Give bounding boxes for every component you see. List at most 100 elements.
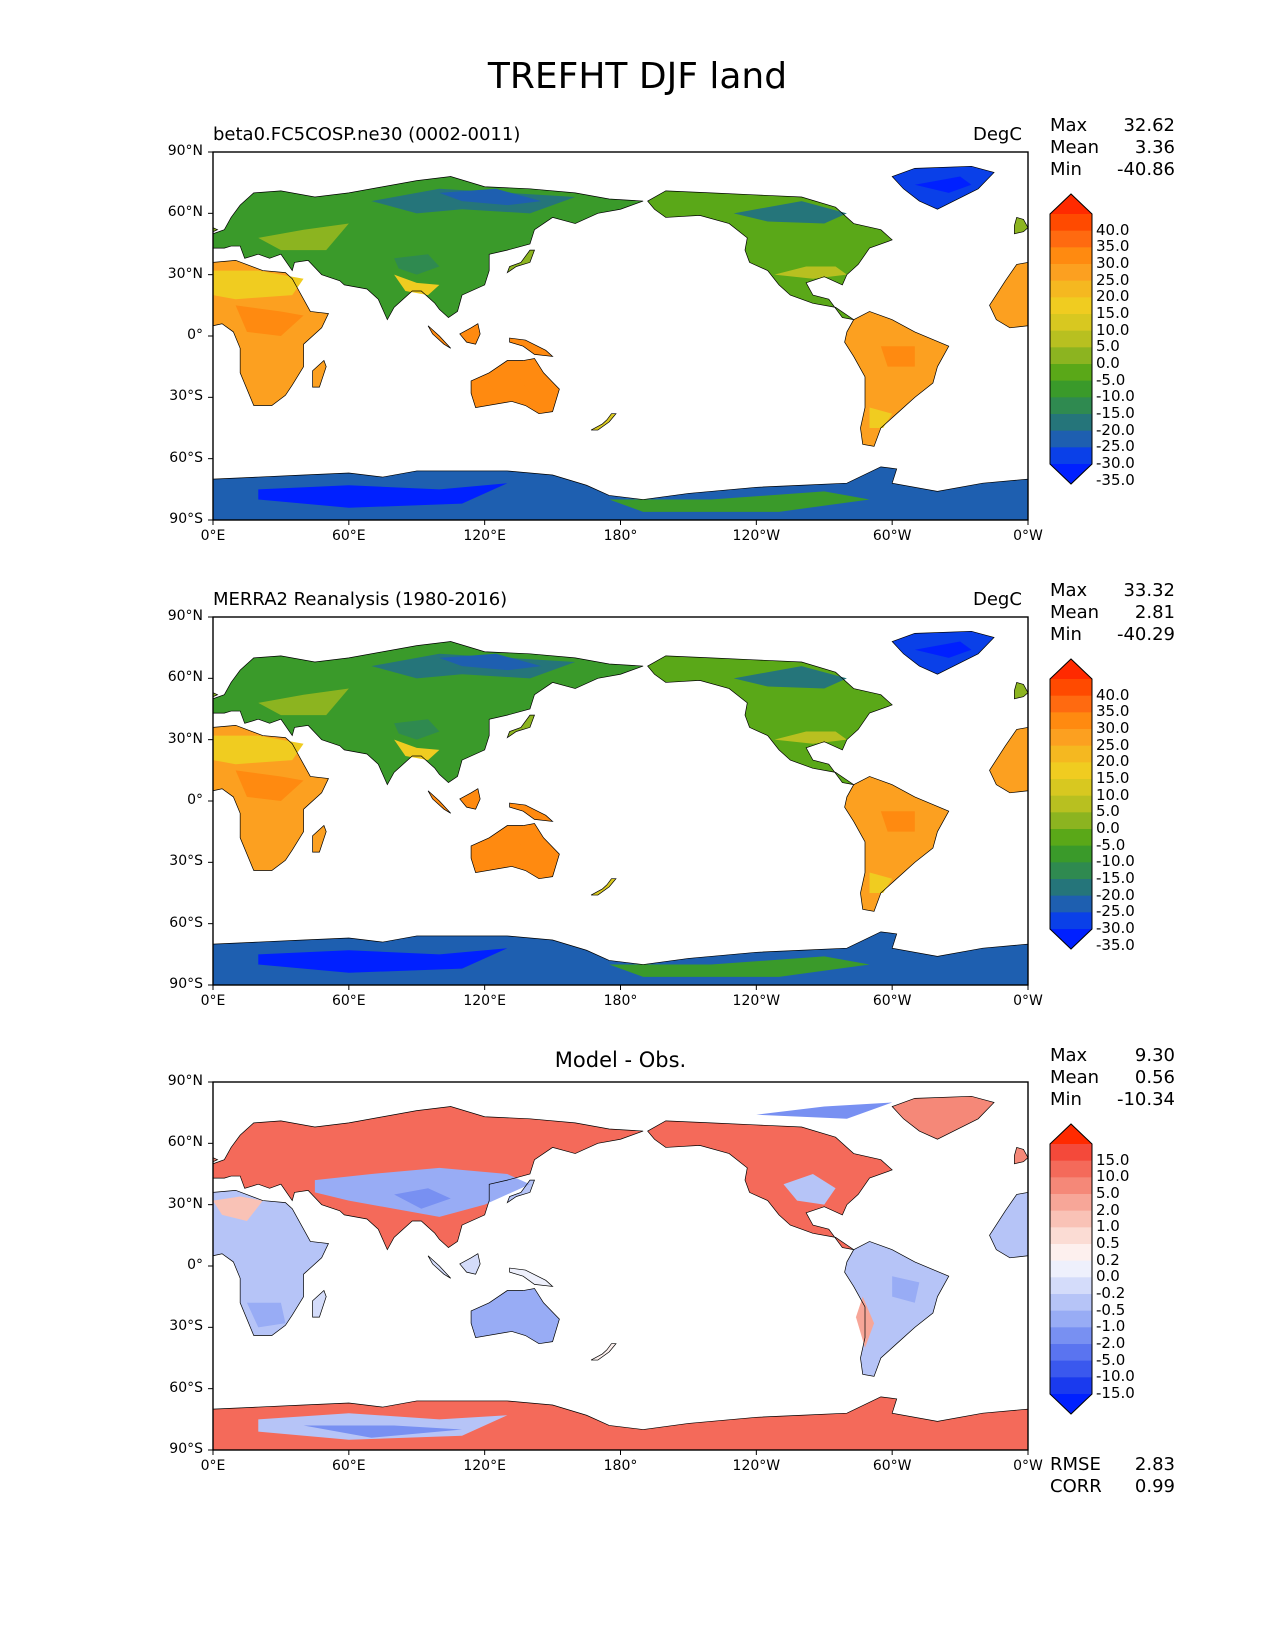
stat-value-max: 33.32: [1123, 580, 1175, 601]
lon-tick-label: 180°: [603, 528, 638, 544]
colorbar-segment: [1050, 264, 1092, 282]
units-label: DegC: [973, 589, 1022, 610]
colorbar-segment: [1050, 895, 1092, 913]
colorbar-tick-label: 20.0: [1096, 287, 1130, 306]
colorbar-tick-label: -25.0: [1096, 902, 1135, 921]
lat-tick-label: 30°N: [167, 265, 203, 282]
coastline-borneo: [459, 788, 481, 810]
lat-tick-label: 90°N: [167, 143, 203, 159]
colorbar-tick-label: -15.0: [1096, 404, 1135, 422]
lat-tick-label: 90°S: [169, 511, 203, 527]
coastline-greenland: [891, 1095, 995, 1140]
colorbar-segment: [1050, 845, 1092, 863]
coastline-madagascar: [312, 824, 327, 853]
contour-patch: [235, 770, 304, 801]
colorbar-tick-label: 40.0: [1096, 220, 1130, 239]
land-borneo: [459, 1253, 481, 1275]
stat-value-min: -10.34: [1116, 1089, 1175, 1110]
colorbar-segment: [1050, 1260, 1092, 1278]
coastline-uk: [1014, 216, 1029, 235]
colorbar: [1049, 1123, 1093, 1415]
coastlines: [212, 1095, 1029, 1451]
colorbar-tick-label: -10.0: [1096, 387, 1135, 406]
colorbar-segment: [1050, 230, 1092, 248]
land-namerica: [647, 655, 893, 785]
colorbar-tick-label: -20.0: [1096, 885, 1135, 904]
contour-patch: [303, 1425, 463, 1438]
lat-tick-label: 0°: [187, 792, 203, 808]
land-madagascar: [312, 1290, 327, 1318]
lon-tick-label: 0°W: [1013, 528, 1043, 544]
coastline-nz: [590, 413, 617, 431]
coastline-eurasia: [212, 176, 644, 321]
colorbar-tick-label: -2.0: [1096, 1334, 1126, 1352]
land-eurasia: [213, 176, 644, 320]
land-uk2: [213, 692, 218, 697]
stat-value-max: 9.30: [1134, 1045, 1175, 1066]
stat-row-corr: CORR 0.99: [1050, 1476, 1175, 1498]
lon-tick-label: 60°W: [872, 993, 912, 1009]
stat-row-min: Min -10.34: [1050, 1089, 1175, 1111]
contour-patch: [756, 1102, 893, 1119]
contour-patch: [258, 948, 508, 973]
colorbar-segment: [1050, 414, 1092, 432]
stat-label: Max: [1050, 115, 1088, 136]
lon-tick-label: 60°E: [331, 993, 366, 1009]
colorbar-bottom-extension: [1050, 1394, 1092, 1414]
colorbar-tick-label: 20.0: [1096, 752, 1130, 771]
coastline-madagascar: [312, 359, 327, 388]
contour-patch: [394, 1188, 451, 1209]
coastline-namerica: [647, 1120, 893, 1250]
land-borneo: [459, 788, 481, 810]
colorbar-tick-label: 0.2: [1096, 1250, 1120, 1269]
colorbar-segment: [1050, 447, 1092, 465]
colorbar-tick-label: 1.0: [1096, 1217, 1120, 1236]
colorbar-segment: [1050, 1277, 1092, 1295]
colorbar-tick-label: 5.0: [1096, 1184, 1120, 1202]
colorbar-segment: [1050, 695, 1092, 713]
colorbar-tick-label: -5.0: [1096, 1350, 1126, 1369]
panel-title: Model - Obs.: [554, 1048, 687, 1072]
lat-tick-label: 90°S: [169, 1441, 203, 1457]
colorbar-segment: [1050, 1310, 1092, 1328]
stat-label: Mean: [1050, 137, 1100, 158]
land-nz: [591, 878, 616, 896]
colorbar-tick-label: 0.0: [1096, 1267, 1120, 1286]
colorbar-top-extension: [1050, 1124, 1092, 1144]
coastline-nz: [590, 878, 617, 896]
land-borneo: [459, 323, 481, 345]
contour-patch: [439, 188, 542, 206]
contour-patch: [880, 811, 915, 832]
land-japan: [507, 250, 535, 273]
coastline-africa: [212, 724, 329, 871]
colorbar-tick-label: -10.0: [1096, 852, 1135, 871]
lon-tick-label: 180°: [603, 993, 638, 1009]
contour-patch: [394, 274, 440, 296]
stat-value-mean: 3.36: [1134, 137, 1175, 158]
coastline-sumatra: [427, 1255, 451, 1279]
stat-row-max: Max 32.62: [1050, 115, 1175, 137]
colorbar-tick-label: 35.0: [1096, 702, 1130, 721]
colorbar-segment: [1050, 679, 1092, 697]
colorbar-segment: [1050, 745, 1092, 763]
coastline-samerica: [844, 776, 950, 912]
colorbar-segment: [1050, 364, 1092, 382]
contour-patch: [246, 1302, 286, 1328]
coastline-australia: [470, 823, 560, 880]
lat-tick-label: 90°S: [169, 976, 203, 992]
panel-2: MERRA2 Reanalysis (1980-2016) DegC Max 33.3…: [0, 580, 1275, 1087]
stat-label: Max: [1050, 1045, 1088, 1066]
coastline-samerica: [844, 1241, 950, 1377]
coastline-australia: [470, 1288, 560, 1345]
colorbar-tick-label: 35.0: [1096, 237, 1130, 256]
coastline-japan: [506, 714, 535, 739]
colorbar-segment: [1050, 1144, 1092, 1162]
colorbar-tick-label: 25.0: [1096, 270, 1130, 289]
colorbar-tick-label: 0.5: [1096, 1234, 1120, 1252]
lon-tick-label: 120°E: [463, 1458, 506, 1474]
colorbar: [1049, 193, 1093, 485]
contour-patch: [774, 731, 847, 744]
coastlines: [212, 630, 1029, 986]
coastline-japan: [506, 249, 535, 274]
colorbar-segment: [1050, 1210, 1092, 1228]
